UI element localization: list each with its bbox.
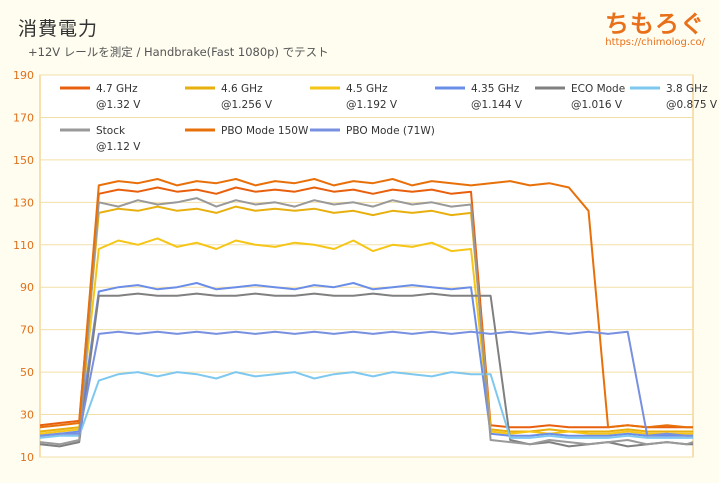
brand-url: https://chimolog.co/ xyxy=(605,37,705,48)
chart-subtitle: +12V レールを測定 / Handbrake(Fast 1080p) でテスト xyxy=(28,45,329,59)
legend-label: PBO Mode (71W) xyxy=(346,125,435,137)
y-tick-label: 130 xyxy=(13,196,34,209)
y-tick-label: 70 xyxy=(20,324,34,337)
series-line-5 xyxy=(39,371,693,439)
y-tick-label: 170 xyxy=(13,111,34,124)
legend-label: @1.256 V xyxy=(221,99,273,111)
plot-area xyxy=(39,74,694,458)
legend-label: 4.7 GHz xyxy=(96,83,138,95)
legend-label: 4.5 GHz xyxy=(346,83,388,95)
legend-label: @1.016 V xyxy=(571,99,623,111)
y-axis-ticks: 10 30 50 70 90 110 130 150 170 190 xyxy=(13,69,34,464)
legend-label: @1.144 V xyxy=(471,99,523,111)
series-line-6 xyxy=(39,197,694,446)
series-line-7 xyxy=(39,178,693,429)
legend-item-5: 3.8 GHz @0.875 V xyxy=(630,83,718,111)
y-tick-label: 50 xyxy=(20,366,34,379)
legend-item-4: ECO Mode @1.016 V xyxy=(535,83,625,111)
grid xyxy=(39,74,694,458)
series-line-2 xyxy=(39,237,693,435)
legend-item-3: 4.35 GHz @1.144 V xyxy=(435,83,523,111)
y-tick-label: 190 xyxy=(13,69,34,82)
legend-item-6: Stock @1.12 V xyxy=(60,125,141,153)
legend-label: 3.8 GHz xyxy=(666,83,708,95)
legend-item-2: 4.5 GHz @1.192 V xyxy=(310,83,398,111)
legend: 4.7 GHz @1.32 V 4.6 GHz @1.256 V 4.5 GHz @1.1… xyxy=(60,83,718,153)
legend-label: @1.32 V xyxy=(96,99,141,111)
series-line-0 xyxy=(39,186,693,429)
legend-item-1: 4.6 GHz @1.256 V xyxy=(185,83,273,111)
chart-title: 消費電力 xyxy=(18,18,99,40)
legend-label: ECO Mode xyxy=(571,83,625,95)
y-tick-label: 150 xyxy=(13,154,34,167)
legend-label: PBO Mode 150W xyxy=(221,125,309,137)
y-tick-label: 110 xyxy=(13,239,34,252)
y-tick-label: 10 xyxy=(20,451,34,464)
legend-item-7: PBO Mode 150W xyxy=(185,125,309,137)
series-line-8 xyxy=(39,330,693,437)
legend-label: Stock xyxy=(96,125,126,137)
y-tick-label: 90 xyxy=(20,281,34,294)
legend-label: 4.35 GHz xyxy=(471,83,520,95)
legend-label: @1.12 V xyxy=(96,141,141,153)
series-line-3 xyxy=(39,282,693,437)
series-line-1 xyxy=(39,205,693,433)
y-tick-label: 30 xyxy=(20,409,34,422)
legend-label: 4.6 GHz xyxy=(221,83,263,95)
legend-label: @0.875 V xyxy=(666,99,718,111)
series-lines xyxy=(39,178,694,448)
legend-label: @1.192 V xyxy=(346,99,398,111)
legend-item-8: PBO Mode (71W) xyxy=(310,125,435,137)
brand-logo: ちもろぐ xyxy=(605,10,705,38)
legend-item-0: 4.7 GHz @1.32 V xyxy=(60,83,141,111)
